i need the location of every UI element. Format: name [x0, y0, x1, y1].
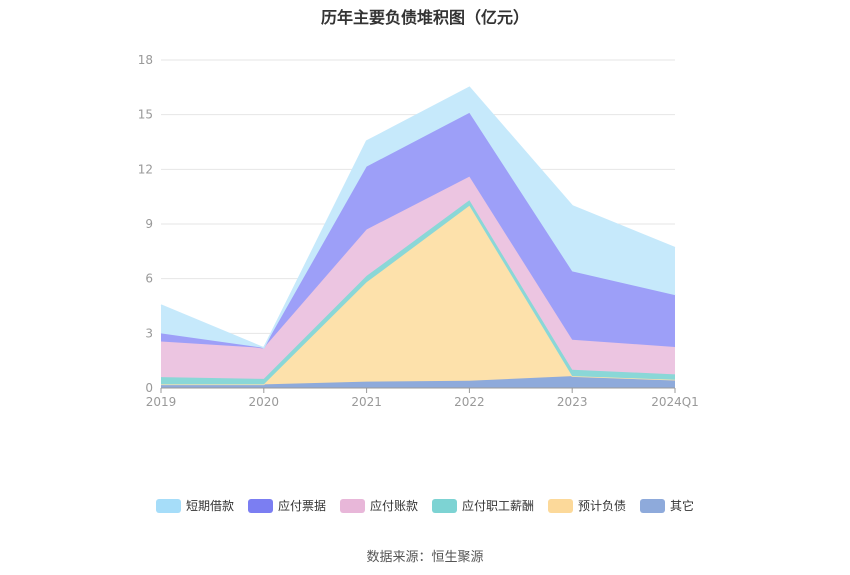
area-edge-短期借款 — [160, 86, 676, 349]
y-tick-label: 12 — [138, 162, 153, 176]
legend-item[interactable]: 预计负债 — [548, 497, 626, 514]
legend-swatch — [432, 498, 457, 513]
legend-swatch — [548, 498, 574, 513]
y-tick-label: 9 — [145, 217, 153, 231]
legend-item[interactable]: 其它 — [640, 497, 694, 514]
x-tick-label: 2022 — [454, 395, 485, 409]
legend-item[interactable]: 短期借款 — [155, 497, 234, 514]
axes: 0 3 6 9 12 15 18 2019 2020 2021 2022 2023 2024Q1 — [138, 53, 699, 409]
legend-swatch — [339, 498, 365, 513]
legend-label: 应付账款 — [369, 499, 418, 513]
legend-swatch — [247, 498, 273, 513]
legend-label: 预计负债 — [578, 499, 627, 513]
area-series-应付账款 — [161, 176, 675, 379]
legend-item[interactable]: 应付账款 — [339, 497, 418, 514]
x-tick-label: 2020 — [249, 395, 280, 409]
x-tick-label: 2023 — [557, 395, 588, 409]
legend-swatch — [155, 498, 181, 513]
area-series-layer — [160, 86, 676, 388]
y-tick-label: 3 — [145, 326, 153, 340]
area-series-预计负债 — [161, 205, 675, 385]
legend-item[interactable]: 应付票据 — [247, 497, 326, 514]
y-tick-label: 6 — [145, 272, 153, 286]
x-tick-label: 2019 — [146, 395, 177, 409]
chart-title: 历年主要负债堆积图（亿元） — [320, 8, 529, 27]
legend: 短期借款 应付票据 应付账款 应付职工薪酬 预计负债 其它 — [0, 497, 850, 514]
area-series-其它 — [161, 376, 675, 388]
area-series-短期借款 — [161, 87, 675, 348]
y-tick-label: 15 — [138, 108, 153, 122]
data-source-note: 数据来源：恒生聚源 — [366, 550, 484, 565]
y-tick-label: 18 — [138, 53, 153, 67]
legend-label: 应付票据 — [277, 499, 326, 513]
legend-label: 应付职工薪酬 — [462, 499, 535, 513]
legend-swatch — [640, 498, 666, 513]
x-tick-label: 2021 — [351, 395, 382, 409]
x-tick-label: 2024Q1 — [651, 395, 699, 409]
area-series-应付票据 — [161, 112, 675, 348]
y-tick-label: 0 — [145, 381, 153, 395]
legend-label: 其它 — [670, 499, 695, 513]
legend-label: 短期借款 — [185, 499, 234, 513]
legend-item[interactable]: 应付职工薪酬 — [432, 497, 534, 514]
